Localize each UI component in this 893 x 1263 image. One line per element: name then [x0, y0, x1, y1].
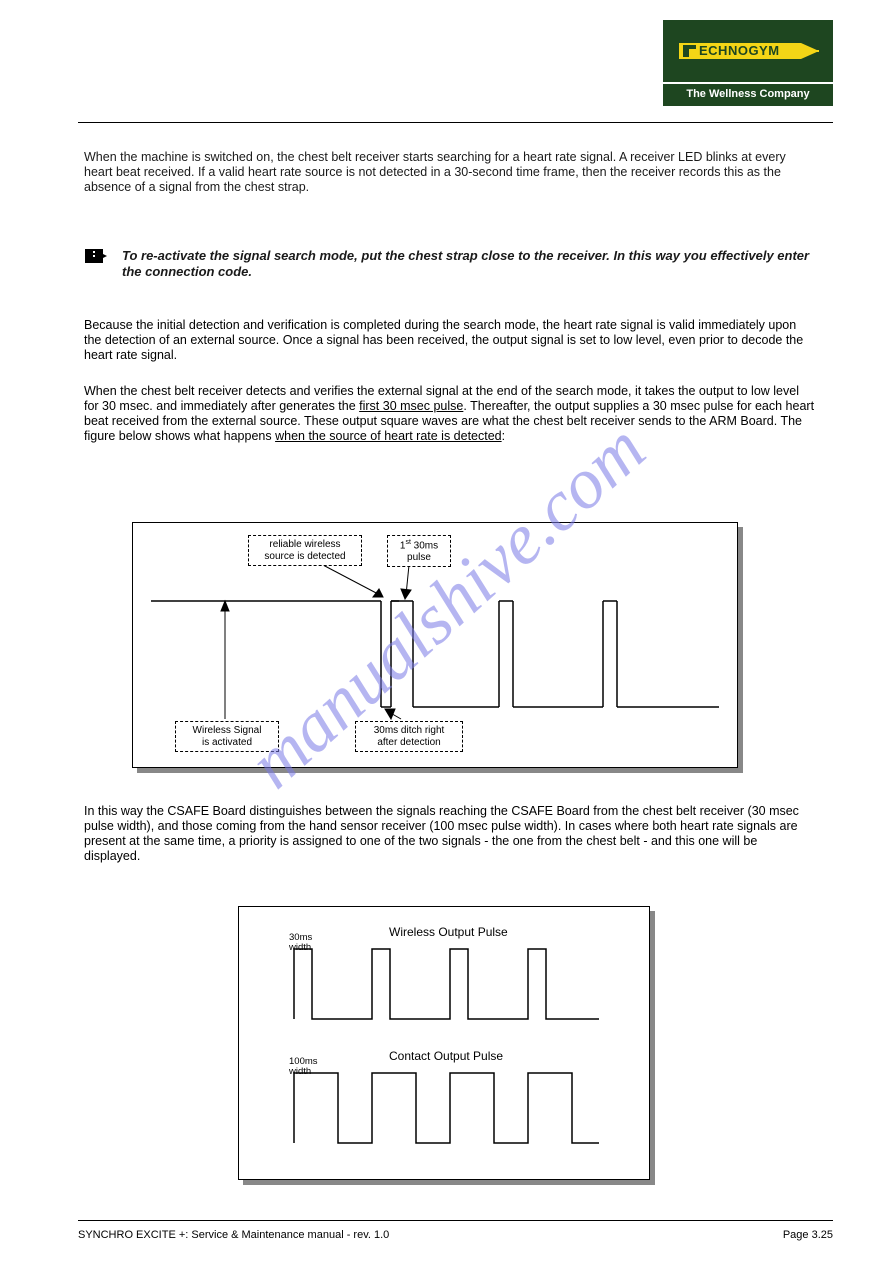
p3-part-e: :: [502, 429, 505, 443]
paragraph-3: When the chest belt receiver detects and…: [84, 384, 815, 444]
footer-left: SYNCHRO EXCITE +: Service & Maintenance …: [78, 1229, 389, 1241]
paragraph-1: When the machine is switched on, the che…: [84, 150, 815, 195]
footer-divider: [78, 1220, 833, 1221]
brand-logo: ECHNOGYM The Wellness Company: [663, 20, 833, 106]
note-text: To re-activate the signal search mode, p…: [122, 248, 815, 281]
label-reliable: reliable wireless source is detected: [248, 535, 362, 566]
paragraph-between: In this way the CSAFE Board distinguishe…: [84, 804, 815, 864]
figure-1: reliable wireless source is detected 1st…: [132, 522, 738, 768]
label-first-pulse: 1st 30ms pulse: [387, 535, 451, 567]
note-icon: [84, 245, 108, 269]
footer-right: Page 3.25: [783, 1229, 833, 1241]
p3-underline-2: when the source of heart rate is detecte…: [275, 429, 502, 443]
figure-2-waveforms: [239, 907, 651, 1181]
figure-2: Wireless Output Pulse 30ms width Contact…: [238, 906, 650, 1180]
label-activated: Wireless Signal is activated: [175, 721, 279, 752]
p3-underline-1: first 30 msec pulse: [359, 399, 463, 413]
logo-mark: ECHNOGYM: [663, 20, 833, 84]
header-divider: [78, 122, 833, 123]
logo-text: ECHNOGYM: [699, 43, 780, 58]
paragraph-2: Because the initial detection and verifi…: [84, 318, 815, 363]
logo-tagline: The Wellness Company: [663, 84, 833, 106]
label-ditch: 30ms ditch right after detection: [355, 721, 463, 752]
